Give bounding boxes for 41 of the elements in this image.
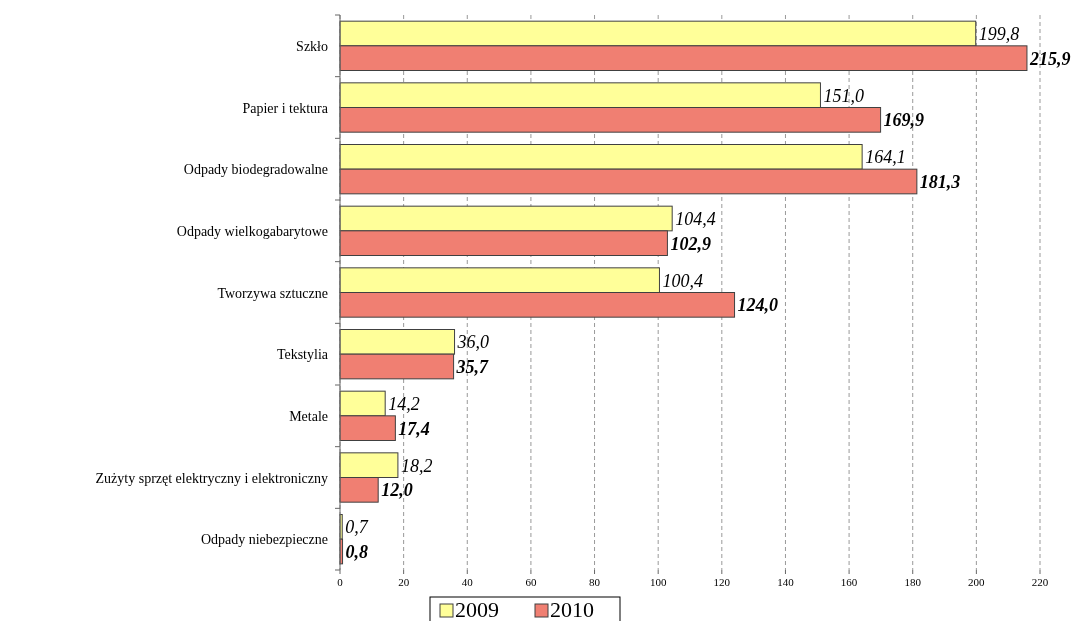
legend-label: 2009 (455, 597, 499, 621)
x-tick-label: 120 (713, 576, 731, 588)
y-tick-label: Papier i tektura (242, 100, 329, 116)
data-label: 215,9 (1028, 48, 1071, 69)
x-tick-label: 140 (777, 576, 795, 588)
y-tick-label: Szkło (296, 38, 328, 54)
y-tick-label: Odpady biodegradowalne (183, 162, 328, 178)
x-tick-label: 60 (525, 576, 537, 588)
y-tick-label: Tekstylia (276, 347, 329, 363)
y-tick-label: Tworzywa sztuczne (217, 285, 328, 301)
data-label: 181,3 (919, 171, 961, 192)
x-tick-label: 20 (398, 576, 410, 588)
x-tick-label: 0 (337, 576, 344, 588)
x-tick-label: 40 (461, 576, 474, 588)
data-label: 124,0 (737, 295, 779, 316)
data-label: 169,9 (883, 110, 925, 131)
x-tick-label: 160 (840, 576, 858, 588)
x-tick-label: 100 (649, 576, 667, 588)
x-tick-label: 180 (904, 576, 922, 588)
y-tick-label: Zużyty sprzęt elektryczny i elektroniczny (95, 470, 328, 486)
y-tick-label: Odpady wielkogabarytowe (176, 223, 328, 239)
data-label: 104,4 (675, 208, 716, 229)
data-label: 18,2 (400, 455, 433, 476)
x-tick-label: 220 (1031, 576, 1049, 588)
data-label: 199,8 (978, 23, 1020, 44)
data-label: 36,0 (456, 332, 490, 353)
data-label: 14,2 (388, 393, 420, 414)
y-tick-label: Metale (289, 408, 328, 424)
data-label: 0,8 (345, 541, 369, 562)
x-tick-label: 200 (968, 576, 986, 588)
data-label: 17,4 (398, 418, 430, 439)
data-label: 100,4 (662, 270, 703, 291)
y-tick-label: Odpady niebezpieczne (200, 532, 328, 548)
data-label: 35,7 (455, 356, 490, 377)
data-label: 102,9 (670, 233, 711, 254)
data-label: 151,0 (823, 85, 864, 106)
data-label: 0,7 (345, 517, 369, 538)
data-label: 164,1 (865, 147, 906, 168)
x-tick-label: 80 (589, 576, 601, 588)
legend-label: 2010 (550, 597, 594, 621)
data-label: 12,0 (381, 480, 413, 501)
